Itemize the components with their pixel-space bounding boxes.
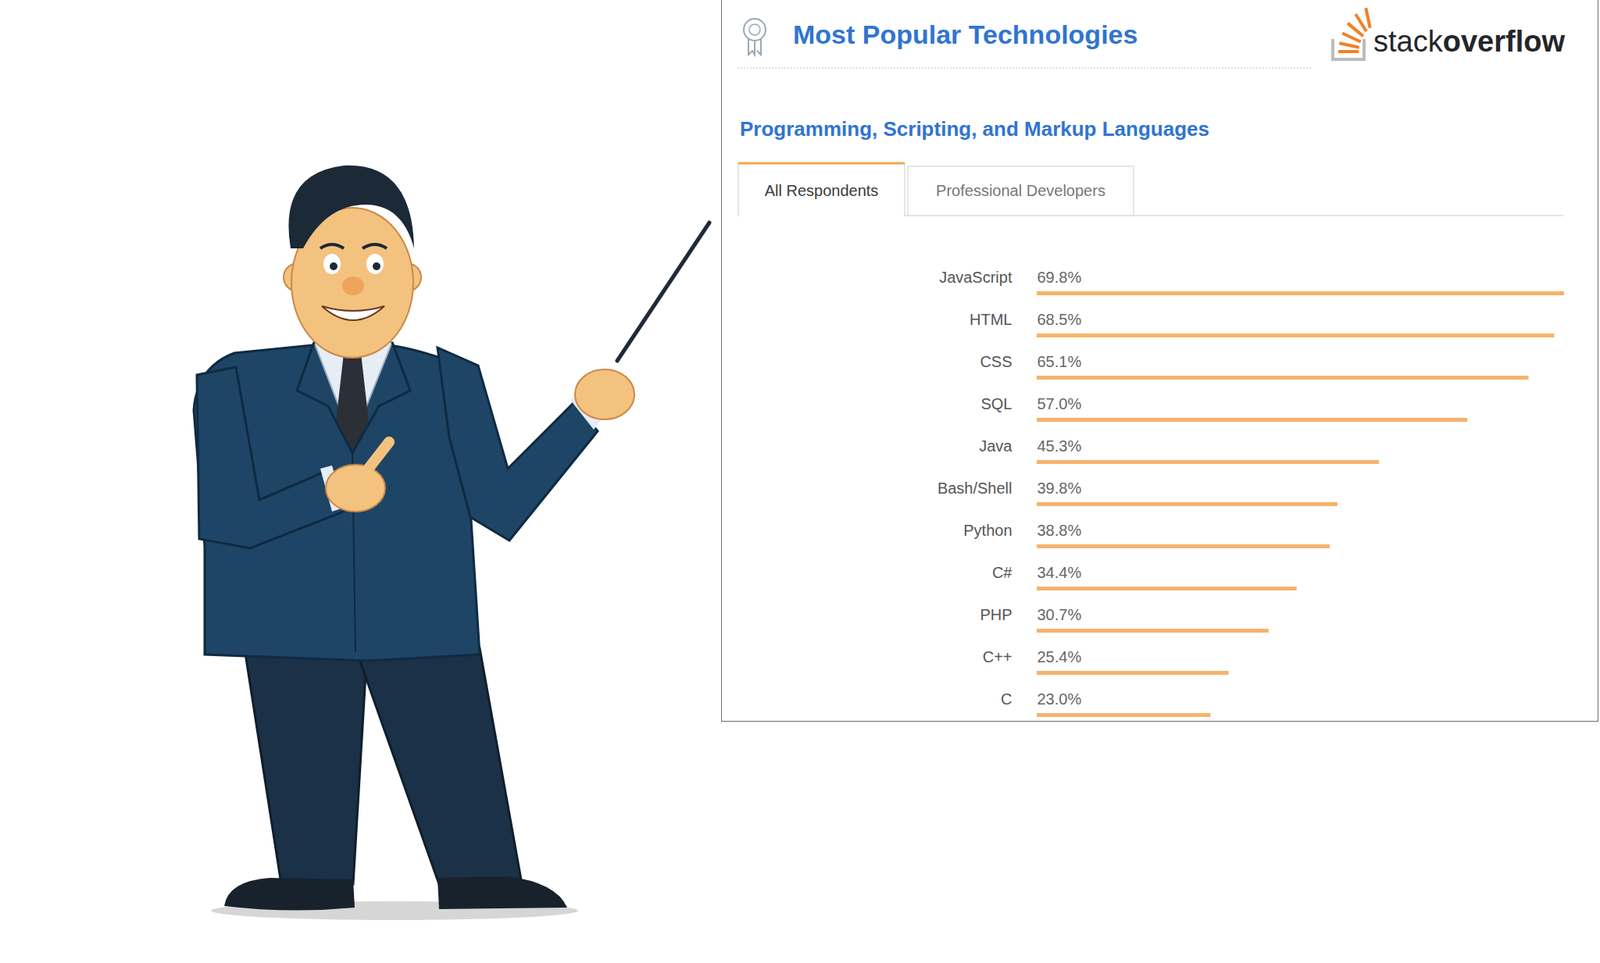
svg-text:30.7%: 30.7% bbox=[1037, 606, 1083, 624]
svg-text:68.5%: 68.5% bbox=[1037, 310, 1083, 329]
svg-text:C: C bbox=[1000, 690, 1012, 708]
svg-text:JavaScript: JavaScript bbox=[939, 268, 1013, 286]
svg-text:HTML: HTML bbox=[969, 310, 1012, 329]
svg-text:57.0%: 57.0% bbox=[1037, 395, 1083, 413]
svg-text:PHP: PHP bbox=[979, 606, 1012, 624]
svg-text:65.1%: 65.1% bbox=[1037, 353, 1083, 371]
svg-text:69.8%: 69.8% bbox=[1037, 268, 1083, 286]
svg-text:C#: C# bbox=[992, 564, 1013, 582]
svg-text:38.8%: 38.8% bbox=[1037, 521, 1083, 540]
svg-text:All Respondents: All Respondents bbox=[764, 182, 879, 200]
svg-text:23.0%: 23.0% bbox=[1037, 690, 1083, 708]
svg-text:Professional Developers: Professional Developers bbox=[935, 182, 1106, 200]
svg-text:25.4%: 25.4% bbox=[1037, 648, 1083, 666]
svg-text:34.4%: 34.4% bbox=[1037, 564, 1083, 582]
svg-text:Python: Python bbox=[963, 521, 1012, 540]
svg-text:45.3%: 45.3% bbox=[1037, 437, 1083, 455]
svg-text:Programming, Scripting, and Ma: Programming, Scripting, and Markup Langu… bbox=[739, 117, 1210, 141]
svg-text:SQL: SQL bbox=[980, 395, 1012, 413]
svg-text:39.8%: 39.8% bbox=[1037, 479, 1083, 497]
svg-text:C++: C++ bbox=[982, 648, 1013, 666]
svg-text:CSS: CSS bbox=[979, 353, 1012, 371]
svg-text:Bash/Shell: Bash/Shell bbox=[937, 479, 1013, 497]
svg-text:Most Popular Technologies: Most Popular Technologies bbox=[792, 19, 1138, 50]
svg-text:Java: Java bbox=[978, 437, 1013, 455]
svg-text:stackoverflow: stackoverflow bbox=[1373, 25, 1565, 58]
